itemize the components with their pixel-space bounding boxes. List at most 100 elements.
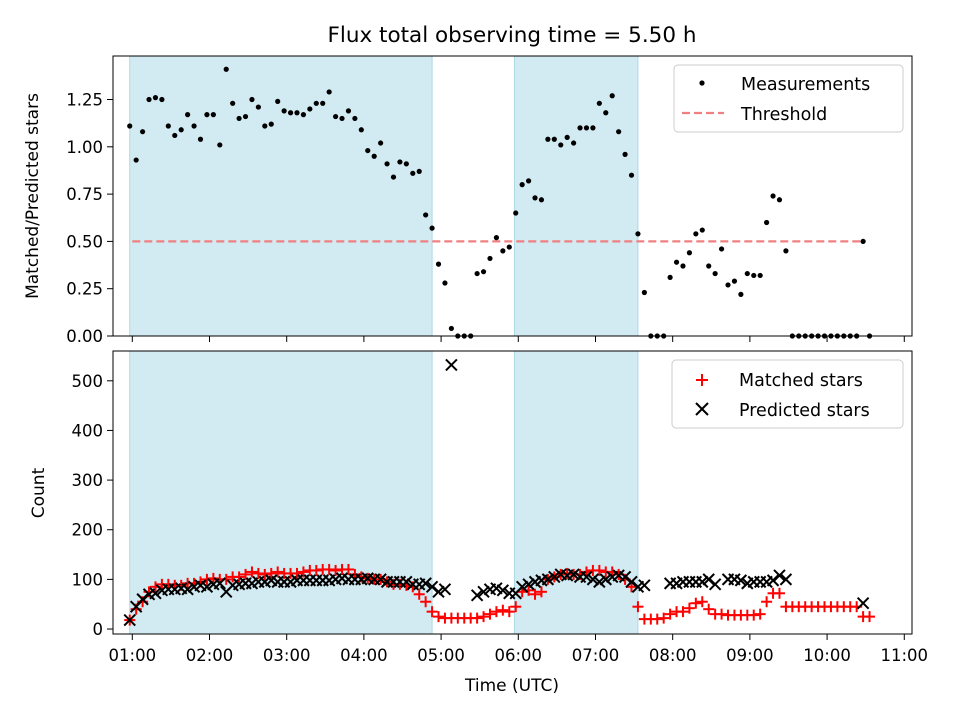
y-tick-label: 0.75	[66, 185, 103, 204]
x-tick-label: 01:00	[109, 646, 157, 665]
top-chart-panel: 0.00 0.25 0.50 0.75 1.00 1.25 Matched/Predict…	[23, 55, 913, 346]
measurement-point	[191, 123, 197, 129]
x-tick-label: 07:00	[572, 646, 620, 665]
measurement-point	[294, 110, 300, 116]
measurement-point	[378, 140, 384, 146]
top-y-axis-label: Matched/Predicted stars	[23, 93, 43, 299]
measurement-point	[480, 269, 487, 275]
predicted-star-point	[766, 574, 780, 587]
legend-matched-marker	[696, 374, 708, 386]
y-tick-label: 500	[72, 372, 104, 391]
x-tick-label: 06:00	[495, 646, 543, 665]
predicted-star-point	[618, 570, 632, 584]
measurement-point	[223, 66, 229, 72]
legend-threshold-label: Threshold	[740, 105, 827, 125]
top-legend: Measurements Threshold	[673, 64, 904, 133]
predicted-star-point	[200, 580, 214, 594]
matched-star-point	[677, 606, 689, 618]
predicted-star-point	[567, 568, 580, 581]
measurement-point	[699, 227, 705, 233]
matched-star-point	[246, 566, 258, 578]
bottom-legend: Matched stars Predicted stars	[671, 359, 904, 429]
measurement-point	[242, 113, 249, 120]
matched-star-point	[658, 612, 670, 624]
measurement-point	[635, 231, 641, 237]
matched-star-point	[342, 563, 354, 575]
measurement-point	[770, 193, 776, 199]
measurement-point	[718, 246, 725, 252]
x-tick-label: 02:00	[186, 646, 234, 665]
measurement-point	[262, 123, 268, 129]
measurement-point	[197, 136, 204, 142]
matched-star-point	[297, 566, 309, 578]
measurement-point	[300, 112, 307, 118]
matched-star-point	[593, 564, 605, 576]
measurement-point	[255, 104, 261, 110]
predicted-star-point	[625, 575, 638, 589]
matched-star-point	[265, 567, 277, 579]
measurement-point	[345, 108, 352, 114]
measurement-point	[326, 89, 332, 95]
measurement-point	[558, 142, 564, 148]
predicted-star-point	[123, 613, 136, 627]
measurement-point	[423, 212, 429, 218]
predicted-star-point	[515, 580, 529, 594]
x-tick-label: 09:00	[726, 646, 774, 665]
figure-title: Flux total observing time = 5.50 h	[328, 23, 697, 48]
matched-star-point	[690, 597, 702, 609]
x-tick-label: 11:00	[880, 646, 928, 665]
measurement-point	[185, 112, 191, 118]
matched-star-point	[433, 611, 445, 623]
predicted-star-point	[779, 573, 793, 586]
measurement-point	[390, 174, 397, 180]
measurement-point	[525, 178, 532, 184]
measurement-point	[165, 123, 171, 129]
measurement-point	[603, 110, 609, 116]
legend-predicted-marker	[695, 402, 709, 416]
y-tick-label: 200	[72, 521, 104, 540]
measurement-point	[320, 100, 326, 106]
predicted-star-point	[425, 580, 439, 594]
predicted-star-point	[470, 589, 484, 602]
measurement-point	[783, 248, 789, 254]
measurement-point	[751, 272, 757, 279]
y-tick-label: 300	[72, 471, 104, 490]
measurement-point	[152, 95, 159, 101]
measurement-point	[860, 238, 866, 245]
measurement-point	[210, 112, 216, 118]
measurement-point	[178, 127, 184, 133]
measurement-point	[397, 159, 403, 165]
measurement-point	[545, 136, 551, 142]
matched-star-point	[535, 586, 547, 598]
predicted-star-point	[181, 583, 194, 596]
predicted-star-point	[477, 585, 490, 599]
predicted-star-point	[773, 569, 786, 582]
measurement-point	[764, 219, 770, 226]
measurement-point	[622, 151, 628, 157]
matched-star-point	[272, 566, 284, 578]
measurement-point	[667, 274, 673, 280]
x-tick-label: 03:00	[263, 646, 311, 665]
legend-measurements-label: Measurements	[741, 75, 870, 95]
measurement-point	[577, 125, 583, 131]
measurement-point	[590, 125, 596, 131]
predicted-star-point	[432, 585, 445, 599]
measurement-point	[731, 278, 738, 284]
predicted-star-point	[599, 573, 612, 586]
shaded-interval	[513, 55, 639, 337]
x-axis-label: Time (UTC)	[464, 676, 559, 696]
matched-star-point	[696, 596, 708, 608]
measurement-point	[339, 115, 345, 122]
measurement-point	[706, 263, 712, 269]
legend-measurement-marker	[699, 80, 705, 86]
measurement-point	[371, 153, 377, 159]
measurement-point	[281, 108, 287, 114]
x-tick-label: 08:00	[649, 646, 697, 665]
y-tick-label: 0	[93, 620, 104, 639]
matched-star-point	[478, 611, 490, 623]
matched-star-point	[497, 604, 509, 616]
measurement-point	[172, 132, 178, 139]
measurement-point	[757, 272, 763, 279]
measurement-point	[487, 255, 493, 262]
matched-star-point	[510, 601, 522, 613]
